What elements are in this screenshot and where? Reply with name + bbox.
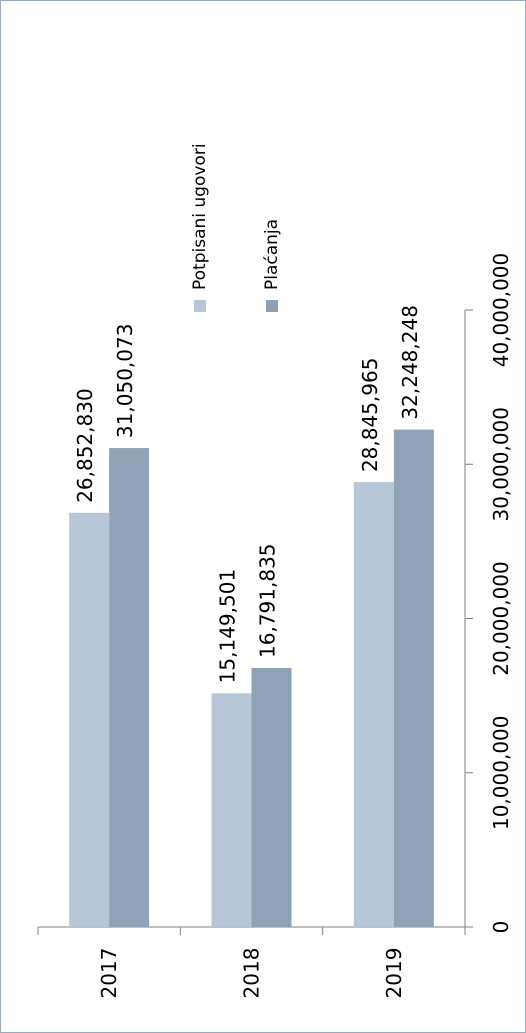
bar	[109, 448, 150, 927]
value-axis-tick-label: 30,000,000	[489, 407, 513, 522]
category-label: 2018	[240, 948, 264, 999]
legend: Potpisani ugovori Plaćanja	[190, 143, 282, 312]
value-axis-tick-label: 0	[489, 921, 513, 934]
bar	[69, 512, 110, 927]
value-axis-tick-label: 40,000,000	[489, 253, 513, 368]
data-label: 26,852,830	[73, 388, 97, 503]
data-label: 15,149,501	[216, 569, 240, 684]
data-label: 28,845,965	[358, 358, 382, 473]
bar	[251, 667, 292, 927]
category-label: 2019	[382, 948, 406, 999]
value-axis-tick-label: 10,000,000	[489, 715, 513, 830]
bar	[393, 429, 434, 927]
legend-marker	[194, 300, 206, 312]
bar	[211, 693, 252, 927]
bars	[69, 429, 434, 927]
legend-label: Plaćanja	[262, 219, 282, 290]
value-axis-tick-label: 20,000,000	[489, 561, 513, 676]
data-label: 16,791,835	[256, 543, 280, 658]
bar	[353, 482, 394, 927]
data-label: 31,050,073	[113, 324, 137, 439]
legend-marker	[266, 300, 278, 312]
category-label: 2017	[97, 948, 121, 999]
legend-label: Potpisani ugovori	[190, 143, 210, 290]
data-label: 32,248,248	[398, 305, 422, 420]
data-labels: 26,852,830 15,149,501 28,845,965 31,050,073…	[73, 305, 422, 683]
